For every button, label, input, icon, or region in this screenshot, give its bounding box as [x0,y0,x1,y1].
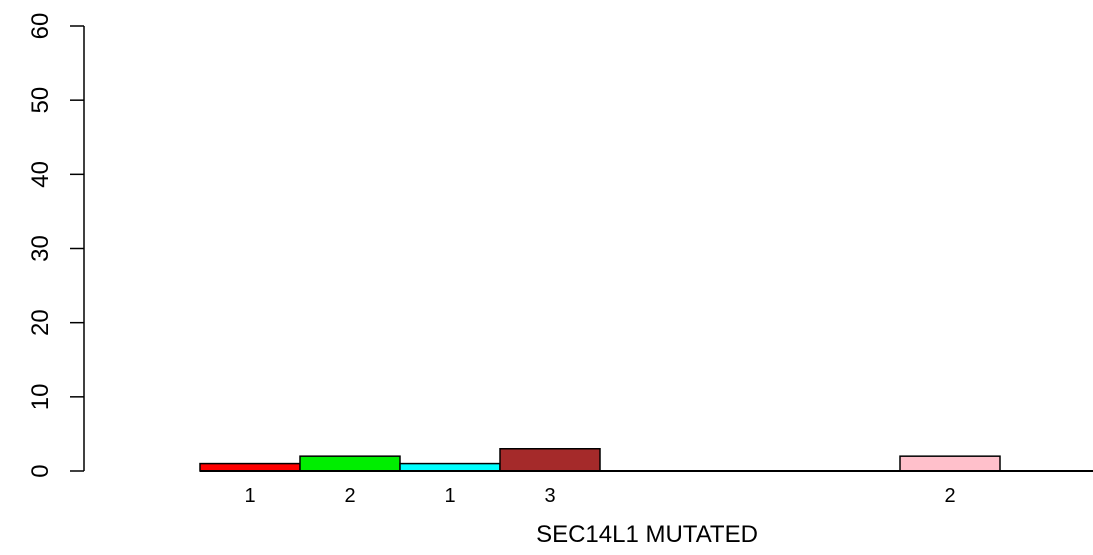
bar [899,455,1001,472]
bar-count-label: 2 [944,485,955,507]
y-tick-label: 30 [27,235,54,262]
y-tick-label: 10 [27,383,54,410]
y-tick-label: 50 [27,87,54,114]
bar-count-label: 2 [344,485,355,507]
bar [299,455,401,472]
y-tick-label: 20 [27,309,54,336]
y-tick-label: 0 [27,464,54,477]
y-tick-label: 60 [27,13,54,40]
bar-count-label: 3 [544,485,555,507]
x-axis-title: SEC14L1 MUTATED [536,521,758,548]
bar-count-label: 1 [444,485,455,507]
bar [499,448,601,472]
bar-count-label: 1 [244,485,255,507]
bar-labels: 1 2 1 3 2 [244,485,955,507]
bar [199,462,301,472]
y-tick-label: 40 [27,161,54,188]
y-axis: 0 10 20 30 40 50 60 [27,13,85,478]
bars [199,448,1001,472]
bar [399,462,501,472]
